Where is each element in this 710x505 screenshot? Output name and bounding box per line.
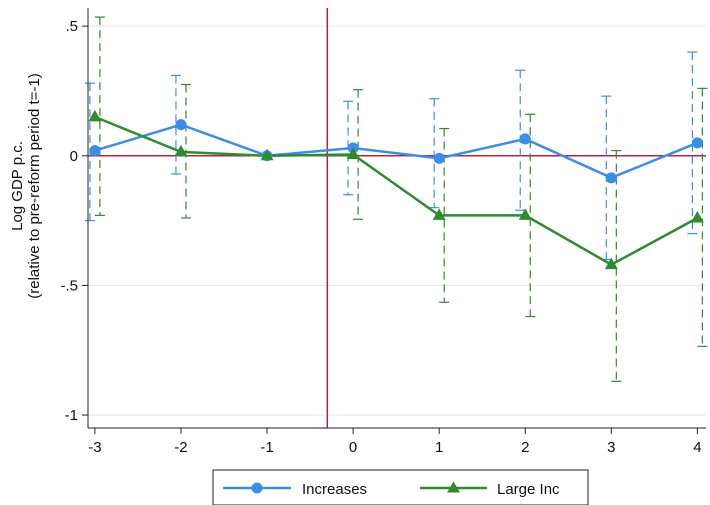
point-large-inc [346,147,360,159]
point-increases [691,137,703,149]
series-lines [94,115,698,267]
series-line-large-inc [94,115,698,267]
series-line-increases [94,123,698,180]
point-large-inc [432,208,446,220]
legend-marker-large-inc [447,481,460,493]
legend-label-increases: Increases [302,481,367,498]
x-tick-label: -3 [88,439,101,456]
point-increases [519,133,531,145]
gridlines [88,25,706,416]
x-tick-label: 4 [693,439,701,456]
point-large-inc [174,144,188,157]
reference-lines [88,8,706,428]
legend-label-large-inc: Large Inc [497,481,560,498]
y-axis-label-line-1: Log GDP p.c. [9,141,26,231]
y-tick-label: -1 [65,407,78,424]
x-tick-label: 1 [435,439,443,456]
point-large-inc [260,148,274,161]
point-increases [175,119,187,131]
x-tick-label: -1 [260,439,273,456]
y-tick-label: 0 [70,148,78,165]
y-axis-label-line-2: (relative to pre-reform period t=-1) [26,73,43,299]
series-markers [88,109,704,270]
y-axis-title: Log GDP p.c. (relative to pre-reform per… [9,73,43,299]
x-tick-label: 2 [521,439,529,456]
legend: Increases Large Inc [212,469,589,505]
axes: .5 0 -.5 -1 -3 -2 -1 0 1 2 3 4 [60,8,706,456]
point-increases [433,152,445,164]
y-tick-label: -.5 [60,277,78,294]
point-increases [89,145,101,157]
x-tick-label: -2 [174,439,187,456]
point-large-inc [690,211,704,223]
x-tick-label: 0 [349,439,357,456]
point-large-inc [518,208,532,220]
x-tick-label: 3 [607,439,615,456]
confidence-intervals [84,16,708,382]
point-increases [605,172,617,184]
point-large-inc [88,109,102,122]
y-tick-label: .5 [65,18,78,35]
legend-marker-increases [251,482,263,494]
point-large-inc [604,257,618,270]
